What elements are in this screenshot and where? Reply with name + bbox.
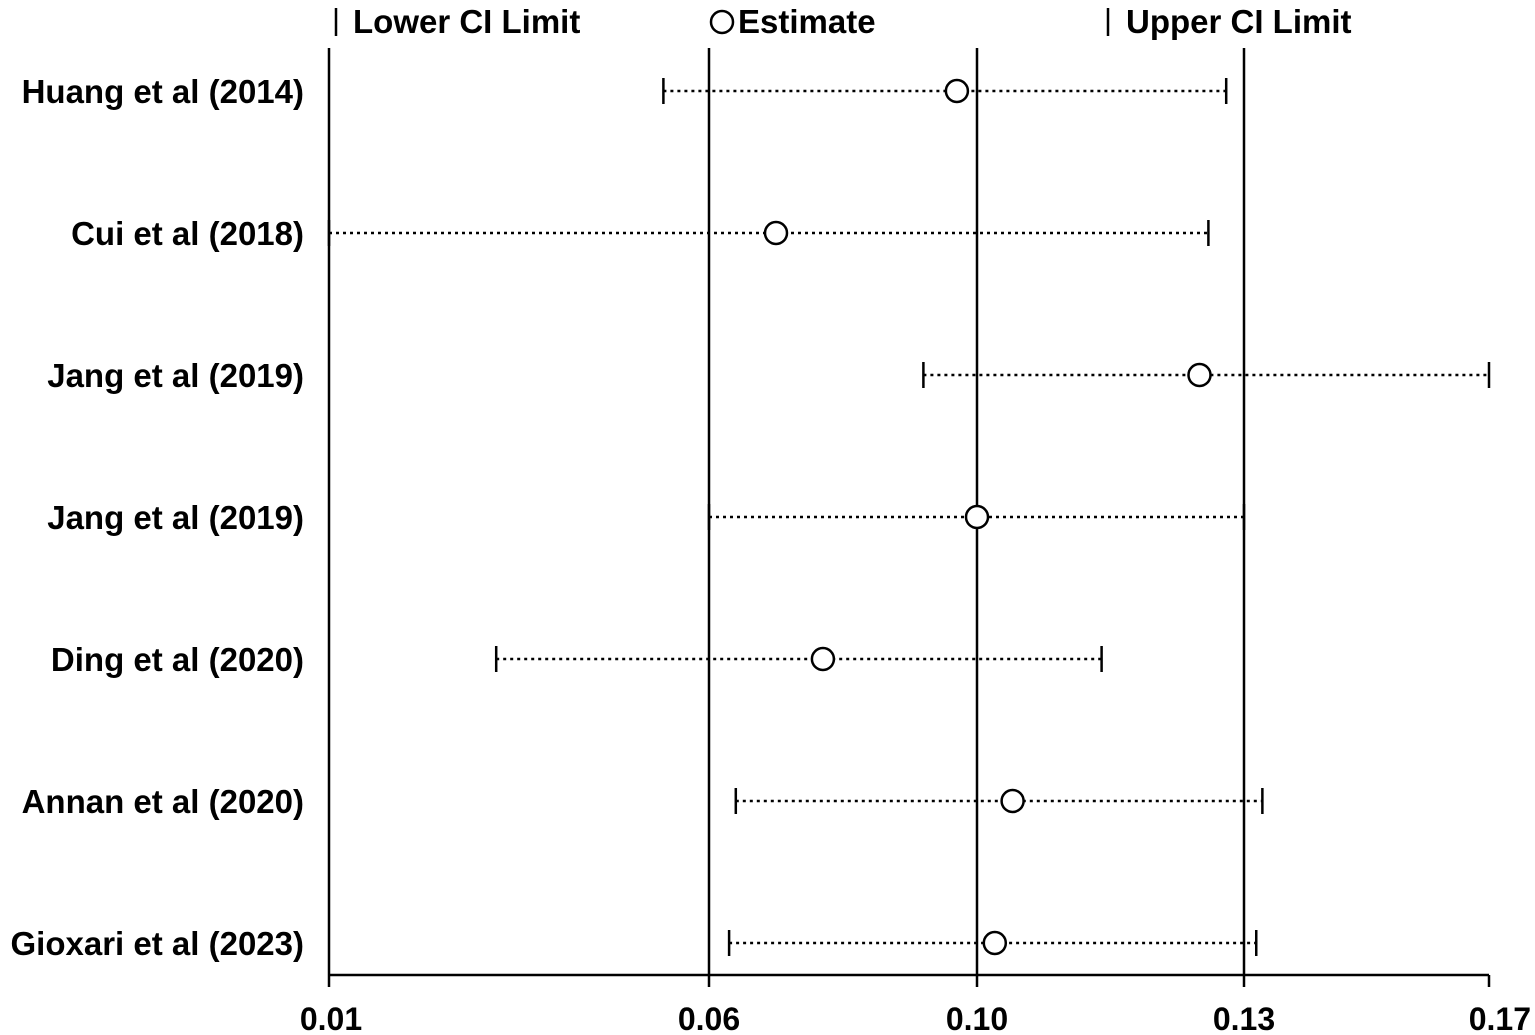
study-label: Ding et al (2020): [51, 641, 304, 678]
study-label: Gioxari et al (2023): [11, 925, 304, 962]
estimate-marker: [982, 930, 1008, 956]
study-row: Jang et al (2019): [47, 499, 1246, 536]
study-label: Annan et al (2020): [22, 783, 304, 820]
study-label: Huang et al (2014): [22, 73, 304, 110]
estimate-marker: [1187, 362, 1212, 388]
x-tick-label: 0.10: [946, 1001, 1008, 1035]
study-rows: Huang et al (2014) Cui et al (2018) Jang e…: [11, 73, 1491, 962]
study-label: Jang et al (2019): [47, 499, 304, 536]
legend: Lower CI Limit Estimate Upper CI Limit: [334, 3, 1352, 40]
estimate-marker: [763, 220, 789, 246]
study-row: Jang et al (2019): [47, 357, 1491, 394]
estimate-marker: [964, 504, 990, 530]
legend-estimate-icon: [709, 9, 735, 35]
study-row: Ding et al (2020): [51, 641, 1103, 678]
legend-upper-ci-label: Upper CI Limit: [1126, 3, 1352, 40]
study-row: Gioxari et al (2023): [11, 925, 1258, 962]
study-row: Huang et al (2014): [22, 73, 1228, 110]
study-row: Cui et al (2018): [71, 215, 1210, 252]
x-axis-ticks: 0.01 0.06 0.10 0.13 0.17: [300, 975, 1531, 1035]
x-tick-label: 0.06: [678, 1001, 740, 1035]
study-label: Cui et al (2018): [71, 215, 304, 252]
legend-lower-ci-label: Lower CI Limit: [353, 3, 580, 40]
x-tick-label: 0.13: [1213, 1001, 1275, 1035]
x-tick-label: 0.17: [1469, 1001, 1531, 1035]
study-label: Jang et al (2019): [47, 357, 304, 394]
estimate-marker: [1000, 788, 1025, 814]
axes: [327, 48, 1489, 977]
estimate-marker: [944, 78, 970, 104]
estimate-marker: [810, 646, 836, 672]
x-tick-label: 0.01: [300, 1001, 362, 1035]
legend-estimate-label: Estimate: [738, 3, 876, 40]
study-row: Annan et al (2020): [22, 783, 1264, 820]
